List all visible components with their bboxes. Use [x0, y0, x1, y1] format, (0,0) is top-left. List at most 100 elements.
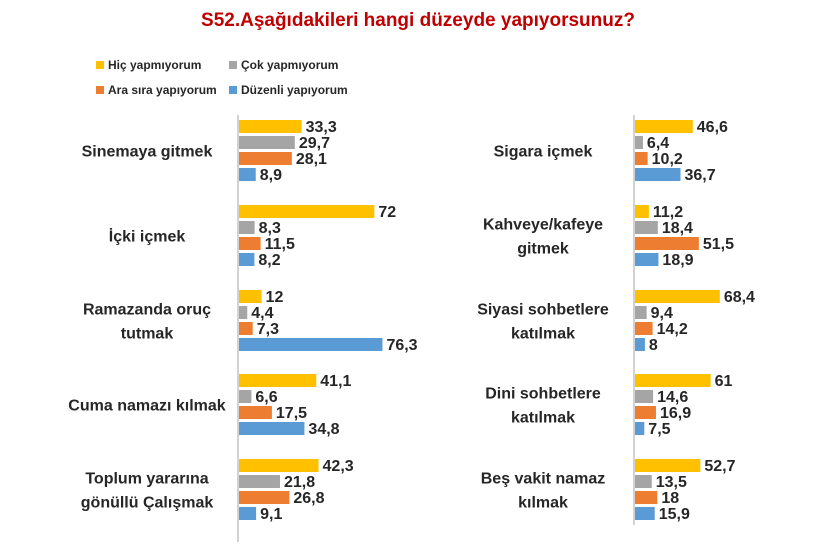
bar-ramazanda-oruc-tutmak-ara-sira-yapiyorum [239, 322, 253, 335]
value-label-sigara-icmek-cok-yapmiyorum: 6,4 [647, 135, 669, 152]
value-label-cuma-namazi-kilmak-ara-sira-yapiyorum: 17,5 [276, 405, 307, 422]
value-label-siyasi-sohbetlere-katilmak-duzenli-yapiyorum: 8 [649, 337, 658, 354]
value-label-kahveye-kafeye-gitmek-hic-yapmiyorum: 11,2 [653, 204, 683, 221]
value-label-icki-icmek-ara-sira-yapiyorum: 11,5 [265, 236, 295, 253]
value-label-dini-sohbetlere-katilmak-ara-sira-yapiyorum: 16,9 [660, 405, 691, 422]
value-label-icki-icmek-duzenli-yapiyorum: 8,2 [258, 252, 280, 269]
legend-swatch-ara-sira-yapiyorum [96, 86, 104, 94]
bar-bes-vakit-namaz-kilmak-ara-sira-yapiyorum [635, 491, 658, 504]
value-label-kahveye-kafeye-gitmek-ara-sira-yapiyorum: 51,5 [703, 236, 734, 253]
category-group-sigara-icmek: 46,6 6,410,236,7 Sigara içmek [494, 119, 728, 184]
bar-icki-icmek-cok-yapmiyorum [239, 221, 255, 234]
bar-ramazanda-oruc-tutmak-cok-yapmiyorum [239, 306, 248, 319]
bar-cuma-namazi-kilmak-duzenli-yapiyorum [239, 422, 305, 435]
value-label-bes-vakit-namaz-kilmak-cok-yapmiyorum: 13,5 [656, 474, 687, 491]
legend-swatch-hic-yapmiyorum [96, 61, 104, 69]
value-label-siyasi-sohbetlere-katilmak-cok-yapmiyorum: 9,4 [651, 305, 673, 322]
category-label-ramazanda-oruc-tutmak: Ramazanda oruç tutmak [83, 302, 211, 343]
value-label-ramazanda-oruc-tutmak-duzenli-yapiyorum: 76,3 [386, 337, 417, 354]
value-label-sinemaya-gitmek-cok-yapmiyorum: 29,7 [299, 135, 330, 152]
bar-kahveye-kafeye-gitmek-ara-sira-yapiyorum [635, 237, 699, 250]
bar-cuma-namazi-kilmak-hic-yapmiyorum [239, 374, 317, 387]
bar-dini-sohbetlere-katilmak-duzenli-yapiyorum [635, 422, 645, 435]
bar-toplum-yararina-gonullu-calismak-ara-sira-yapiyorum [239, 491, 290, 504]
left-chart-panel: 33,329,728,1 8,9 Sinemaya gitmek 72 8,311,58… [68, 115, 418, 542]
bar-kahveye-kafeye-gitmek-hic-yapmiyorum [635, 205, 649, 218]
chart-legend: Hiç yapmıyorum Çok yapmıyorum Ara sıra yap… [96, 58, 348, 97]
value-label-icki-icmek-hic-yapmiyorum: 72 [378, 204, 396, 221]
value-label-sinemaya-gitmek-hic-yapmiyorum: 33,3 [306, 119, 337, 136]
category-label-dini-sohbetlere-katilmak: Dini sohbetlere katılmak [485, 386, 601, 427]
value-label-bes-vakit-namaz-kilmak-duzenli-yapiyorum: 15,9 [659, 506, 690, 523]
value-label-sigara-icmek-hic-yapmiyorum: 46,6 [697, 119, 728, 136]
bar-sigara-icmek-cok-yapmiyorum [635, 136, 643, 149]
value-label-icki-icmek-cok-yapmiyorum: 8,3 [259, 220, 281, 237]
value-label-toplum-yararina-gonullu-calismak-hic-yapmiyorum: 42,3 [323, 458, 354, 475]
bar-kahveye-kafeye-gitmek-cok-yapmiyorum [635, 221, 658, 234]
value-label-siyasi-sohbetlere-katilmak-hic-yapmiyorum: 68,4 [724, 289, 755, 306]
category-label-toplum-yararina-gonullu-calismak: Toplum yararına gönüllü Çalışmak [81, 471, 214, 512]
category-group-toplum-yararina-gonullu-calismak: 42,3 21,826,8 9,1 Toplum yararına gönüllü Ça… [81, 458, 354, 523]
bar-sigara-icmek-hic-yapmiyorum [635, 120, 693, 133]
bar-dini-sohbetlere-katilmak-hic-yapmiyorum [635, 374, 711, 387]
bar-bes-vakit-namaz-kilmak-duzenli-yapiyorum [635, 507, 655, 520]
value-label-sinemaya-gitmek-duzenli-yapiyorum: 8,9 [260, 167, 282, 184]
bar-sigara-icmek-duzenli-yapiyorum [635, 168, 681, 181]
bar-ramazanda-oruc-tutmak-duzenli-yapiyorum [239, 338, 383, 351]
legend-swatch-cok-yapmiyorum [229, 61, 237, 69]
legend-label-ara-sira-yapiyorum: Ara sıra yapıyorum [108, 83, 217, 97]
bar-toplum-yararina-gonullu-calismak-hic-yapmiyorum [239, 459, 319, 472]
bar-cuma-namazi-kilmak-ara-sira-yapiyorum [239, 406, 272, 419]
value-label-ramazanda-oruc-tutmak-cok-yapmiyorum: 4,4 [251, 305, 273, 322]
value-label-cuma-namazi-kilmak-duzenli-yapiyorum: 34,8 [308, 421, 339, 438]
category-group-icki-icmek: 72 8,311,58,2 İçki içmek [109, 204, 397, 269]
bar-cuma-namazi-kilmak-cok-yapmiyorum [239, 390, 252, 403]
legend-label-duzenli-yapiyorum: Düzenli yapıyorum [241, 83, 348, 97]
value-label-cuma-namazi-kilmak-hic-yapmiyorum: 41,1 [320, 373, 351, 390]
category-group-siyasi-sohbetlere-katilmak: 68,4 9,414,28 Siyasi sohbetlere katılmak [477, 289, 755, 354]
legend-label-cok-yapmiyorum: Çok yapmıyorum [241, 58, 338, 72]
bar-dini-sohbetlere-katilmak-cok-yapmiyorum [635, 390, 654, 403]
bar-kahveye-kafeye-gitmek-duzenli-yapiyorum [635, 253, 659, 266]
legend-label-hic-yapmiyorum: Hiç yapmıyorum [108, 58, 201, 72]
bar-bes-vakit-namaz-kilmak-hic-yapmiyorum [635, 459, 701, 472]
bar-siyasi-sohbetlere-katilmak-ara-sira-yapiyorum [635, 322, 653, 335]
bar-siyasi-sohbetlere-katilmak-hic-yapmiyorum [635, 290, 720, 303]
category-group-ramazanda-oruc-tutmak: 124,47,3 76,3 Ramazanda oruç tutmak [83, 289, 418, 354]
bar-dini-sohbetlere-katilmak-ara-sira-yapiyorum [635, 406, 656, 419]
value-label-cuma-namazi-kilmak-cok-yapmiyorum: 6,6 [255, 389, 277, 406]
value-label-ramazanda-oruc-tutmak-hic-yapmiyorum: 12 [266, 289, 284, 306]
bar-ramazanda-oruc-tutmak-hic-yapmiyorum [239, 290, 262, 303]
value-label-sinemaya-gitmek-ara-sira-yapiyorum: 28,1 [296, 151, 327, 168]
chart-title: S52.Aşağıdakileri hangi düzeyde yapıyors… [201, 10, 635, 31]
bar-siyasi-sohbetlere-katilmak-duzenli-yapiyorum [635, 338, 645, 351]
category-label-bes-vakit-namaz-kilmak: Beş vakit namaz kılmak [481, 471, 606, 512]
category-label-icki-icmek: İçki içmek [109, 228, 186, 246]
value-label-bes-vakit-namaz-kilmak-hic-yapmiyorum: 52,7 [704, 458, 735, 475]
category-group-kahveye-kafeye-gitmek: 11,218,4 51,5 18,9 Kahveye/kafeye gitmek [483, 204, 734, 269]
value-label-kahveye-kafeye-gitmek-duzenli-yapiyorum: 18,9 [662, 252, 693, 269]
value-label-kahveye-kafeye-gitmek-cok-yapmiyorum: 18,4 [662, 220, 693, 237]
value-label-siyasi-sohbetlere-katilmak-ara-sira-yapiyorum: 14,2 [657, 321, 688, 338]
value-label-sigara-icmek-ara-sira-yapiyorum: 10,2 [652, 151, 683, 168]
right-chart-panel: 46,6 6,410,236,7 Sigara içmek 11,218,4 51,5 1… [477, 115, 755, 525]
category-group-dini-sohbetlere-katilmak: 61 14,616,97,5 Dini sohbetlere katılmak [485, 373, 732, 438]
legend-swatch-duzenli-yapiyorum [229, 86, 237, 94]
bar-sinemaya-gitmek-hic-yapmiyorum [239, 120, 302, 133]
category-label-sigara-icmek: Sigara içmek [494, 144, 593, 161]
category-label-siyasi-sohbetlere-katilmak: Siyasi sohbetlere katılmak [477, 302, 609, 343]
value-label-toplum-yararina-gonullu-calismak-ara-sira-yapiyorum: 26,8 [293, 490, 324, 507]
bar-icki-icmek-hic-yapmiyorum [239, 205, 375, 218]
bar-toplum-yararina-gonullu-calismak-cok-yapmiyorum [239, 475, 280, 488]
bar-siyasi-sohbetlere-katilmak-cok-yapmiyorum [635, 306, 647, 319]
bar-bes-vakit-namaz-kilmak-cok-yapmiyorum [635, 475, 652, 488]
value-label-ramazanda-oruc-tutmak-ara-sira-yapiyorum: 7,3 [257, 321, 279, 338]
bar-sinemaya-gitmek-cok-yapmiyorum [239, 136, 295, 149]
category-group-sinemaya-gitmek: 33,329,728,1 8,9 Sinemaya gitmek [82, 119, 337, 184]
category-label-cuma-namazi-kilmak: Cuma namazı kılmak [68, 398, 226, 415]
value-label-dini-sohbetlere-katilmak-cok-yapmiyorum: 14,6 [657, 389, 688, 406]
value-label-toplum-yararina-gonullu-calismak-duzenli-yapiyorum: 9,1 [260, 506, 282, 523]
value-label-sigara-icmek-duzenli-yapiyorum: 36,7 [685, 167, 716, 184]
